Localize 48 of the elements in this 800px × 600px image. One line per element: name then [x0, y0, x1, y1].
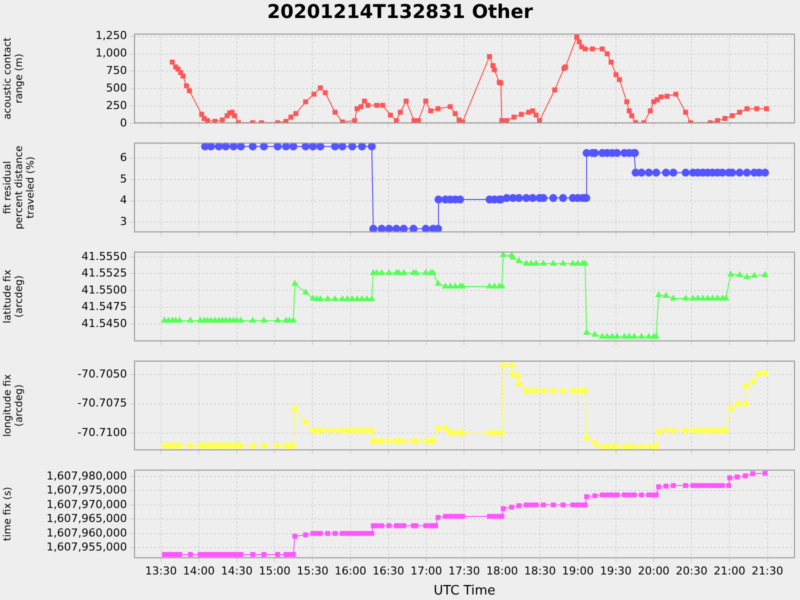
y-tick-label: -70.7100: [78, 426, 127, 439]
x-tick-label: 18:30: [524, 564, 556, 578]
y-tick-label: 1,607,955,000: [46, 540, 127, 554]
y-tick-label: 41.5550: [82, 250, 127, 263]
x-tick-label: 16:00: [334, 564, 366, 578]
x-tick-label: 15:00: [258, 564, 291, 578]
y-axis-title: latitude fix (arcdeg): [2, 270, 25, 324]
y-tick-label: 41.5450: [82, 316, 127, 330]
x-tick-label: 20:00: [638, 564, 670, 578]
y-axis-title: longitude fix (arcdeg): [2, 374, 25, 437]
y-tick-label: 0: [120, 116, 127, 130]
x-tick-label: 18:00: [486, 564, 518, 578]
y-tick-label: 4: [120, 194, 127, 207]
y-axis-title: time fix (s): [2, 486, 14, 541]
y-tick-label: 41.5475: [82, 300, 127, 314]
x-tick-label: 20:30: [676, 564, 708, 578]
y-axis-title: fit residual percent distance traveled (%): [2, 146, 36, 230]
x-tick-label: 19:00: [562, 564, 594, 578]
y-tick-label: 41.5525: [82, 266, 127, 280]
y-tick-label: 1,607,970,000: [46, 498, 127, 511]
y-tick-label: 1,250: [96, 29, 127, 42]
y-tick-label: 500: [106, 81, 127, 94]
y-tick-label: 750: [106, 64, 127, 78]
y-axis-title: acoustic contact range (m): [2, 37, 25, 120]
y-tick-label: 250: [106, 98, 127, 112]
chart-title: 20201214T132831 Other: [266, 0, 534, 24]
x-tick-label: 21:00: [714, 564, 746, 578]
y-tick-label: 6: [120, 151, 127, 164]
y-tick-label: 5: [120, 172, 127, 186]
x-tick-label: 15:30: [296, 564, 328, 578]
x-tick-label: 13:30: [145, 564, 177, 578]
y-tick-label: 1,607,960,000: [46, 526, 127, 540]
x-tick-label: 16:30: [372, 564, 404, 578]
y-tick-label: 1,607,965,000: [46, 512, 127, 526]
y-tick-label: 1,607,980,000: [46, 469, 127, 482]
y-tick-label: 1,000: [96, 46, 127, 60]
x-tick-label: 14:00: [183, 564, 215, 578]
y-tick-label: -70.7075: [78, 396, 127, 410]
x-tick-label: 14:30: [220, 564, 253, 578]
x-tick-label: 19:30: [600, 564, 632, 578]
y-tick-label: 41.5500: [82, 283, 127, 296]
x-tick-label: 17:30: [448, 564, 480, 578]
x-tick-label: 17:00: [410, 564, 442, 578]
x-axis-title: UTC Time: [434, 584, 496, 599]
y-tick-label: 3: [120, 215, 127, 228]
y-tick-label: 1,607,975,000: [46, 484, 127, 497]
y-tick-label: -70.7050: [78, 367, 127, 380]
x-tick-label: 21:30: [752, 564, 784, 578]
